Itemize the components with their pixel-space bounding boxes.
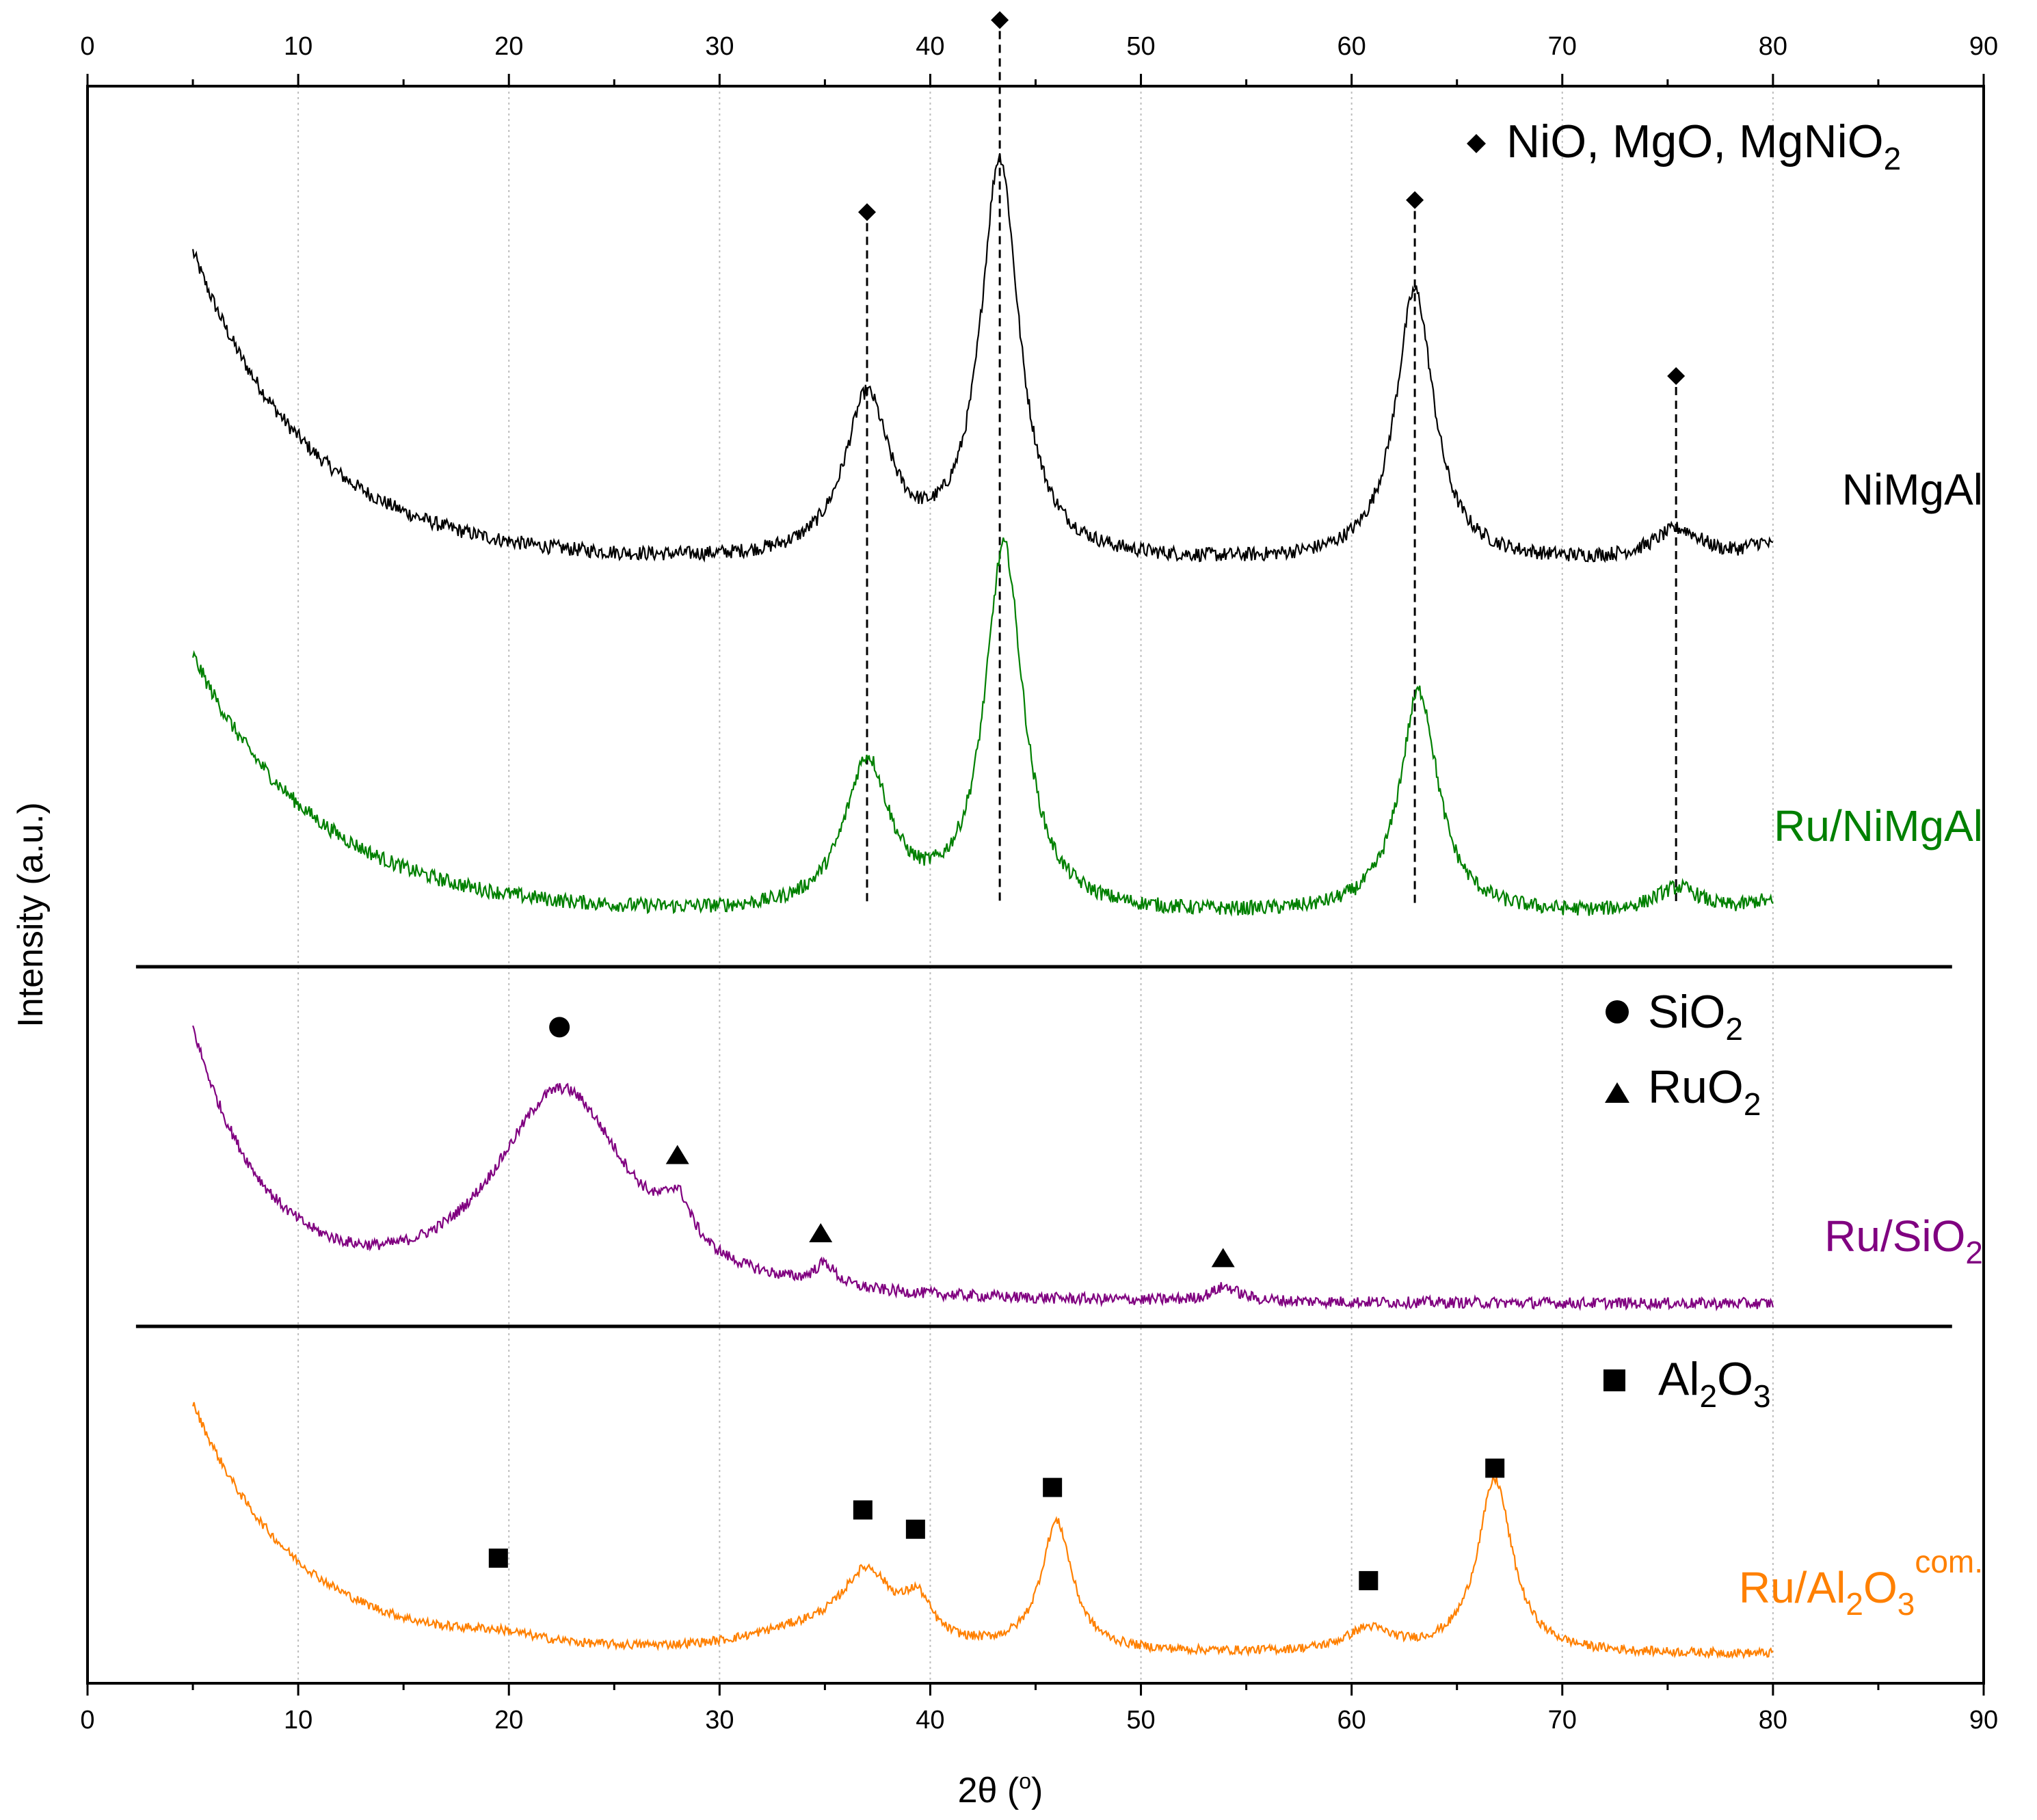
legend-text-sio2: SiO2 (1648, 986, 1743, 1047)
x-tick-label-top: 60 (1337, 32, 1366, 61)
x-tick-label-bottom: 20 (494, 1706, 523, 1735)
x-tick-label-top: 10 (284, 32, 312, 61)
x-axis-label: 2θ (o) (958, 1769, 1043, 1810)
x-tick-label-bottom: 80 (1759, 1706, 1787, 1735)
x-tick-label-top: 80 (1759, 32, 1787, 61)
legend-square-icon (1603, 1369, 1625, 1391)
peak-marker-diamond (1406, 191, 1424, 209)
peak-marker-diamond (1667, 367, 1686, 386)
x-axis-top-ticks: 0 10 20 30 40 50 60 70 80 90 (80, 32, 1998, 86)
x-axis-label-end: ) (1031, 1771, 1043, 1810)
legend-circle-icon (1606, 1000, 1629, 1023)
y-axis-label: Intensity (a.u.) (11, 802, 51, 1027)
peak-marker-circle (549, 1017, 570, 1038)
series-label-ru-sio2: Ru/SiO2 (1824, 1212, 1983, 1270)
gridlines (297, 86, 1774, 1683)
peak-marker-square (488, 1549, 508, 1568)
reference-lines (866, 31, 1677, 906)
legend-text-al2o3: Al2O3 (1658, 1353, 1771, 1414)
x-tick-label-bottom: 10 (284, 1706, 312, 1735)
x-tick-label-bottom: 70 (1548, 1706, 1577, 1735)
series-label-ru-al2o3: Ru/Al2O3com. (1739, 1544, 1983, 1622)
legend-item-nio: NiO, MgO, MgNiO2 (1467, 116, 1901, 176)
series-labels: NiMgAl Ru/NiMgAl Ru/SiO2 Ru/Al2O3com. (1739, 465, 1983, 1622)
legend-diamond-icon (1467, 134, 1486, 153)
peak-marker-triangle (809, 1223, 833, 1242)
x-tick-label-top: 90 (1969, 32, 1998, 61)
x-tick-label-bottom: 30 (705, 1706, 734, 1735)
x-tick-label-top: 0 (80, 32, 94, 61)
x-tick-label-top: 20 (494, 32, 523, 61)
x-tick-label-bottom: 0 (80, 1706, 94, 1735)
peak-marker-square (1485, 1458, 1505, 1478)
x-tick-label-bottom: 90 (1969, 1706, 1998, 1735)
x-tick-label-bottom: 40 (916, 1706, 944, 1735)
axes (86, 85, 1985, 1685)
legend-triangle-icon (1605, 1082, 1629, 1103)
peak-marker-square (1359, 1570, 1379, 1590)
legend-item-al2o3: Al2O3 (1603, 1353, 1771, 1414)
x-axis-label-sup: o (1019, 1769, 1031, 1793)
peak-marker-triangle (1211, 1248, 1235, 1268)
peak-marker-triangle (665, 1145, 689, 1164)
x-tick-label-top: 30 (705, 32, 734, 61)
legend: NiO, MgO, MgNiO2 SiO2 RuO2 Al2O3 (1467, 116, 1901, 1414)
series-label-nimgal: NiMgAl (1842, 465, 1983, 514)
x-tick-label-bottom: 60 (1337, 1706, 1366, 1735)
series-line (192, 1402, 1774, 1660)
series-label-ru-nimgal: Ru/NiMgAl (1774, 801, 1983, 851)
x-axis-bottom-ticks: 0 10 20 30 40 50 60 70 80 90 (80, 1683, 1998, 1735)
legend-item-ruo2: RuO2 (1605, 1061, 1761, 1122)
x-tick-label-top: 70 (1548, 32, 1577, 61)
x-tick-label-top: 50 (1126, 32, 1155, 61)
series-line (192, 537, 1774, 918)
peak-markers (488, 11, 1686, 1590)
series-line (192, 1025, 1774, 1312)
x-tick-label-top: 40 (916, 32, 944, 61)
peak-marker-diamond (858, 203, 877, 222)
legend-text-ruo2: RuO2 (1648, 1061, 1761, 1122)
legend-item-sio2: SiO2 (1606, 986, 1743, 1047)
plot-frame (86, 85, 1985, 1685)
series-line (192, 152, 1774, 563)
x-axis-label-base: 2θ ( (958, 1771, 1020, 1810)
series-group (192, 152, 1774, 1660)
peak-marker-square (853, 1500, 873, 1520)
panel-separators (135, 965, 1952, 1328)
peak-marker-diamond (991, 11, 1009, 29)
peak-marker-square (1043, 1477, 1063, 1497)
legend-text-nio: NiO, MgO, MgNiO2 (1506, 116, 1901, 176)
peak-marker-square (905, 1519, 925, 1539)
x-tick-label-bottom: 50 (1126, 1706, 1155, 1735)
